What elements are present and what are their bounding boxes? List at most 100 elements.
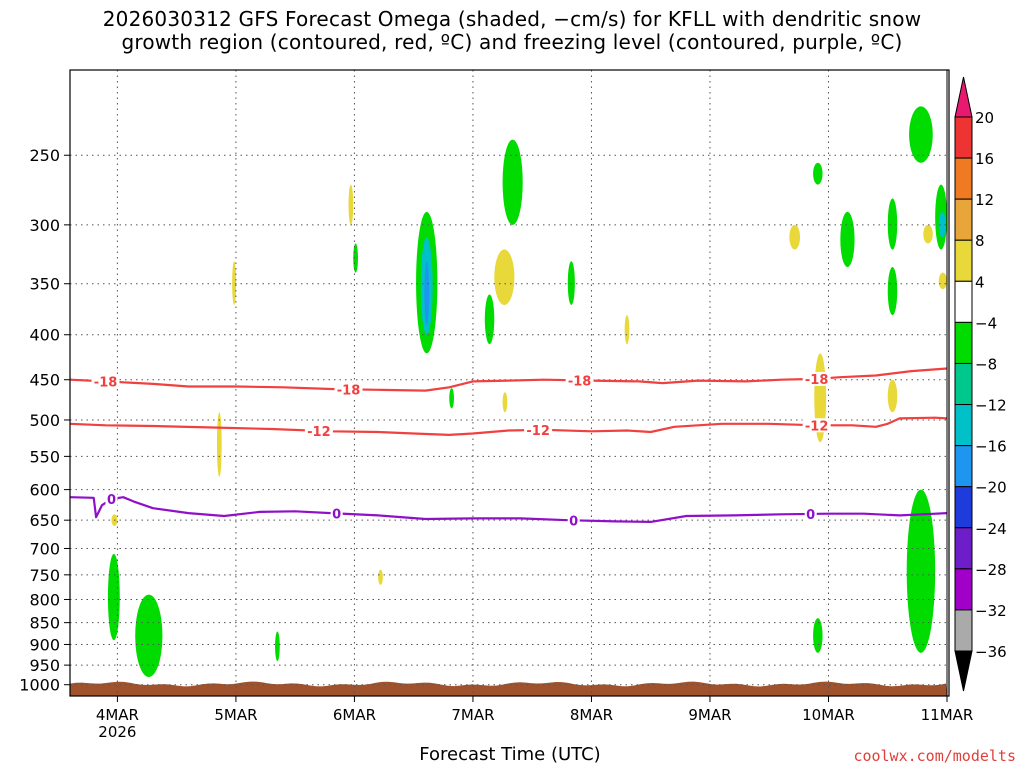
y-tick-label: 350 — [29, 275, 60, 294]
omega-shaded-region — [502, 139, 523, 225]
colorbar-level-label: 4 — [975, 273, 985, 291]
x-tick-label: 7MAR — [451, 706, 494, 724]
contour-label: -18 — [568, 374, 592, 389]
x-tick-label: 5MAR — [214, 706, 257, 724]
colorbar-level-label: 12 — [975, 191, 994, 209]
colorbar-level-label: −24 — [975, 520, 1007, 538]
colorbar-level-label: −16 — [975, 438, 1007, 456]
y-tick-label: 700 — [29, 539, 60, 558]
omega-shaded-region — [923, 224, 933, 244]
y-tick-label: 300 — [29, 216, 60, 235]
colorbar-segment — [954, 239, 973, 282]
x-axis-label: Forecast Time (UTC) — [419, 744, 601, 765]
contour-label: 0 — [332, 507, 341, 522]
y-tick-label: 450 — [29, 371, 60, 390]
colorbar-segment — [954, 198, 973, 241]
omega-shaded-region — [135, 594, 163, 677]
y-tick-label: 900 — [29, 635, 60, 654]
colorbar-level-label: −12 — [975, 397, 1007, 415]
colorbar-level-label: −28 — [975, 561, 1007, 579]
contour-label: -18 — [94, 375, 118, 390]
omega-shaded-region — [494, 249, 515, 305]
omega-shaded-region — [938, 211, 946, 238]
contour-label: -18 — [337, 383, 361, 398]
chart-title: 2026030312 GFS Forecast Omega (shaded, −… — [0, 8, 1024, 54]
omega-shaded-region — [484, 294, 495, 345]
colorbar-segment — [954, 157, 973, 200]
y-tick-label: 600 — [29, 481, 60, 500]
colorbar-segment — [954, 568, 973, 611]
contour-label-background — [105, 492, 118, 507]
chart-title-line-2: growth region (contoured, red, ºC) and f… — [121, 30, 903, 54]
omega-shaded-region — [813, 618, 823, 653]
contour-label: -12 — [307, 425, 331, 440]
omega-shaded-region — [348, 184, 354, 225]
colorbar-level-label: 16 — [975, 150, 994, 168]
colorbar-top-arrow — [954, 76, 973, 118]
x-tick-label: 6MAR — [333, 706, 376, 724]
colorbar-segment — [954, 404, 973, 447]
y-tick-label: 400 — [29, 326, 60, 345]
omega-shaded-region — [567, 261, 575, 305]
omega-shaded-region — [378, 569, 383, 585]
y-tick-label: 800 — [29, 590, 60, 609]
omega-shaded-region — [502, 392, 508, 413]
chart-title-line-1: 2026030312 GFS Forecast Omega (shaded, −… — [102, 7, 922, 31]
omega-shaded-region — [424, 261, 430, 326]
colorbar-level-label: −8 — [975, 355, 997, 373]
y-tick-label: 850 — [29, 614, 60, 633]
contour-label-background — [330, 506, 343, 521]
contour-label-background — [802, 418, 831, 433]
omega-shaded-region — [887, 198, 898, 250]
colorbar-segment — [954, 486, 973, 529]
colorbar-level-label: −32 — [975, 602, 1007, 620]
contour-label: -12 — [805, 419, 829, 434]
colorbar-segment — [954, 527, 973, 570]
contour-label: 0 — [806, 508, 815, 523]
omega-shaded-region — [216, 412, 222, 477]
x-tick-label: 8MAR — [570, 706, 613, 724]
y-tick-label: 950 — [29, 656, 60, 675]
omega-shaded-region — [107, 553, 120, 641]
credit-link[interactable]: coolwx.com/modelts — [853, 747, 1016, 765]
x-tick-label: 4MAR — [96, 706, 139, 724]
y-tick-label: 550 — [29, 447, 60, 466]
contour-line--12 — [70, 416, 948, 436]
colorbar-level-label: −4 — [975, 314, 997, 332]
y-tick-label: 650 — [29, 511, 60, 530]
contour-label: 0 — [107, 493, 116, 508]
contour-label: -18 — [805, 373, 829, 388]
omega-shaded-region — [887, 267, 898, 316]
contour-label-background — [567, 513, 580, 528]
x-tick-label: 9MAR — [688, 706, 731, 724]
contour-label-background — [304, 423, 333, 438]
omega-shaded-region — [938, 272, 948, 290]
omega-shaded-region — [624, 315, 630, 345]
colorbar-segment — [954, 321, 973, 364]
y-tick-label: 500 — [29, 411, 60, 430]
contour-label-background — [804, 506, 817, 521]
contour-label: 0 — [569, 514, 578, 529]
colorbar-segment — [954, 362, 973, 406]
x-tick-label: 10MAR — [802, 706, 855, 724]
colorbar-level-label: −36 — [975, 643, 1007, 661]
omega-shaded-region — [353, 243, 358, 273]
contour-label-background — [334, 382, 363, 397]
omega-shaded-region — [232, 261, 237, 305]
contour-label-background — [565, 373, 594, 388]
omega-shaded-region — [840, 211, 855, 268]
omega-shaded-region — [275, 631, 280, 662]
colorbar-segment — [954, 280, 973, 323]
y-tick-label: 750 — [29, 566, 60, 585]
plot-frame — [69, 69, 950, 697]
omega-shaded-region — [813, 162, 823, 185]
omega-shaded-region — [909, 106, 933, 163]
y-tick-label: 1000 — [19, 676, 60, 695]
x-tick-year-label: 2026 — [98, 723, 136, 741]
x-tick-label: 11MAR — [921, 706, 974, 724]
contour-label: -12 — [526, 424, 550, 439]
omega-shaded-region — [449, 388, 454, 409]
colorbar-level-label: 20 — [975, 109, 994, 127]
omega-shaded-region — [887, 379, 898, 413]
